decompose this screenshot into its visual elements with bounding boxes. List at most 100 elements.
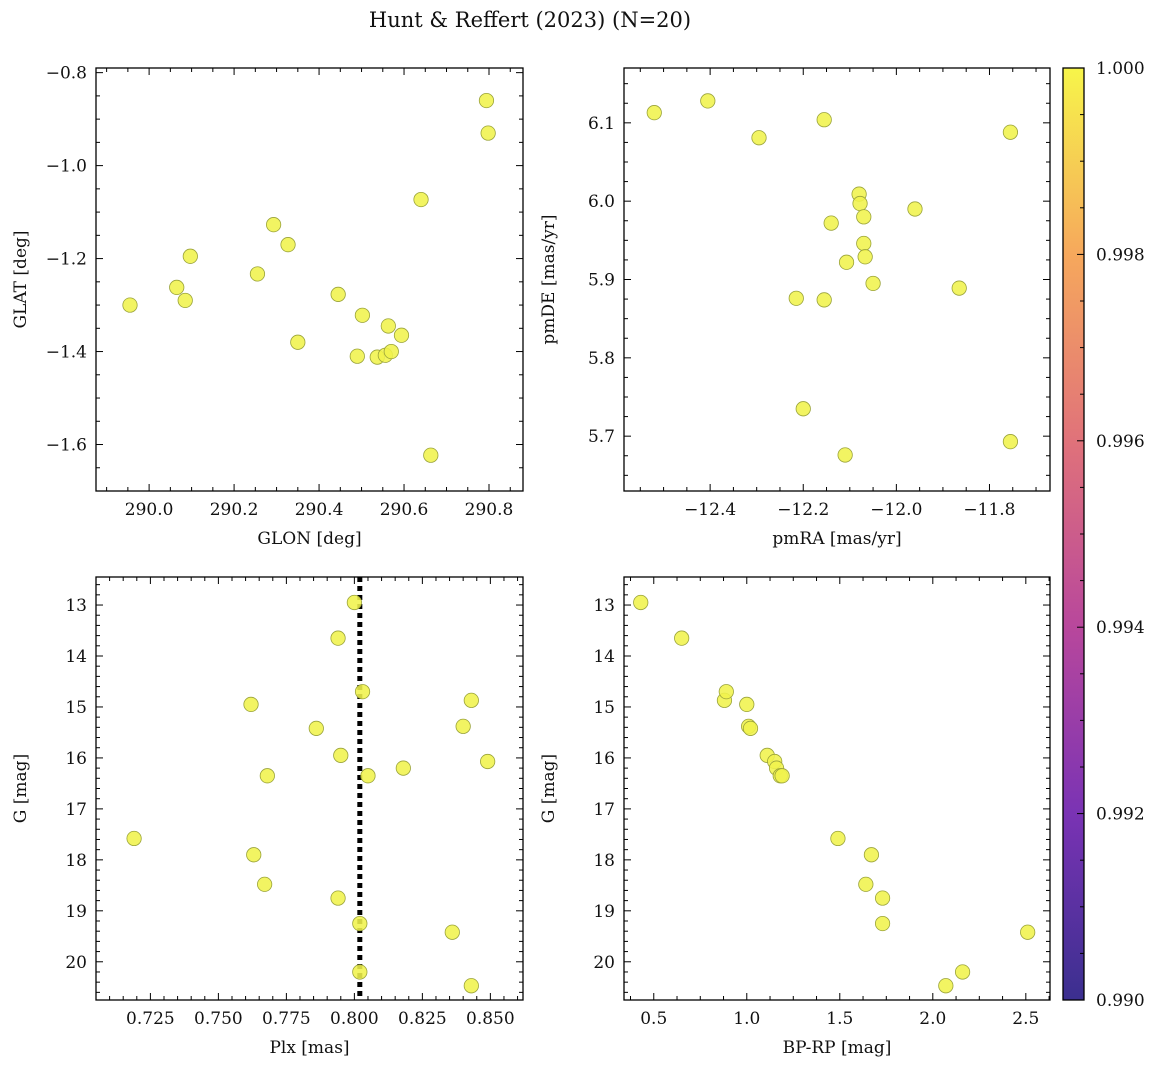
data-point (863, 847, 880, 863)
data-point (700, 93, 716, 109)
x-axis-label: pmRA [mas/yr] (772, 529, 901, 549)
x-axis-label: BP-RP [mag] (783, 1038, 892, 1058)
data-point (257, 876, 273, 892)
colorbar-tick-label: 0.998 (1096, 245, 1145, 265)
colorbar-tick-label: 1.000 (1096, 59, 1145, 79)
data-point (674, 630, 690, 646)
x-tick-label: 0.825 (398, 1009, 447, 1029)
data-point (259, 768, 275, 784)
y-tick-label: 17 (593, 800, 615, 820)
data-point (380, 318, 396, 334)
data-point (1002, 434, 1019, 450)
y-tick-label: 17 (65, 800, 87, 820)
x-tick-label: 0.750 (194, 1009, 243, 1029)
y-tick-label: 16 (65, 749, 87, 769)
panel-color-magnitude: 0.5 1.0 1.5 2.0 2.5 13 14 15 16 17 18 19 20 BP-RP [ma… (539, 576, 1051, 1058)
y-tick-label: 15 (65, 698, 87, 718)
data-point (383, 343, 399, 360)
scatter-points (126, 594, 496, 994)
data-point (333, 747, 349, 763)
axes-frame (95, 576, 524, 1001)
data-point (830, 830, 846, 847)
y-tick-label: 13 (65, 596, 87, 616)
data-point (751, 130, 767, 146)
x-tick-label: 1.5 (826, 1009, 853, 1029)
y-tick-label: −1.4 (46, 343, 87, 363)
y-axis-label: G [mag] (11, 754, 31, 823)
data-point (480, 125, 496, 141)
data-point (413, 191, 429, 208)
data-point (444, 924, 460, 940)
y-axis-label: pmDE [mas/yr] (539, 214, 559, 344)
data-point (352, 915, 368, 932)
data-point (823, 215, 839, 231)
x-tick-label: 290.8 (465, 500, 514, 520)
y-axis-label: G [mag] (539, 754, 559, 823)
data-point (246, 847, 262, 863)
data-point (954, 964, 971, 980)
data-point (838, 254, 855, 270)
y-tick-label: −1.6 (46, 436, 87, 456)
data-point (874, 915, 891, 932)
data-point (1002, 124, 1019, 140)
data-point (646, 105, 662, 121)
x-tick-label: 290.0 (125, 500, 174, 520)
data-point (718, 684, 734, 700)
data-point (938, 978, 954, 994)
data-point (865, 275, 881, 292)
data-point (816, 112, 832, 128)
y-tick-label: 14 (65, 647, 87, 667)
data-point (423, 447, 439, 463)
data-point (907, 201, 923, 217)
data-point (742, 720, 759, 736)
data-point (951, 280, 967, 296)
y-tick-label: 5.8 (588, 349, 615, 369)
data-point (354, 684, 371, 700)
x-tick-label: 0.5 (640, 1009, 667, 1029)
data-point (349, 348, 365, 364)
data-point (265, 217, 282, 233)
data-point (177, 292, 193, 309)
data-point (346, 594, 362, 611)
data-point (816, 292, 832, 308)
x-tick-label: −12.4 (684, 500, 736, 520)
y-tick-label: 5.7 (588, 427, 615, 447)
y-tick-label: 6.1 (588, 114, 615, 134)
data-point (857, 249, 873, 265)
data-point (1020, 924, 1036, 940)
data-point (182, 248, 198, 264)
y-tick-label: 18 (65, 851, 87, 871)
data-point (330, 890, 346, 906)
y-tick-label: 19 (65, 902, 87, 922)
data-point (463, 692, 479, 708)
data-point (455, 718, 471, 734)
colorbar: 0.990 0.992 0.994 0.996 0.998 1.000 (1062, 59, 1145, 1011)
y-tick-label: 20 (593, 953, 615, 973)
data-point (837, 447, 853, 463)
data-point (330, 630, 346, 646)
y-tick-label: 15 (593, 698, 615, 718)
data-point (874, 890, 891, 906)
x-axis-label: Plx [mas] (269, 1038, 349, 1058)
panel-parallax-magnitude: 0.725 0.750 0.775 0.800 0.825 0.850 13 14 15 16 17… (11, 576, 524, 1058)
x-tick-label: 2.5 (1012, 1009, 1039, 1029)
y-tick-label: 6.0 (588, 192, 615, 212)
axes-frame (95, 67, 524, 492)
scatter-points (633, 594, 1036, 994)
data-point (852, 195, 868, 212)
x-tick-label: −12.0 (870, 500, 922, 520)
x-tick-label: −12.2 (777, 500, 829, 520)
data-point (290, 334, 306, 350)
data-point (330, 286, 346, 302)
scatter-points (646, 93, 1019, 463)
data-point (858, 876, 874, 892)
x-tick-label: 0.850 (466, 1009, 515, 1029)
panel-position: 290.0 290.2 290.4 290.6 290.8 −1.6 −1.4 −1.2 −1.… (11, 64, 524, 549)
data-point (360, 768, 376, 784)
y-tick-label: 19 (593, 902, 615, 922)
x-tick-label: 0.725 (126, 1009, 175, 1029)
x-tick-label: 0.775 (262, 1009, 311, 1029)
panel-proper-motion: −12.4 −12.2 −12.0 −11.8 5.7 5.8 5.9 6.0 6.1 pmRA … (539, 67, 1051, 549)
x-axis-label: GLON [deg] (257, 529, 361, 549)
data-point (249, 266, 266, 282)
